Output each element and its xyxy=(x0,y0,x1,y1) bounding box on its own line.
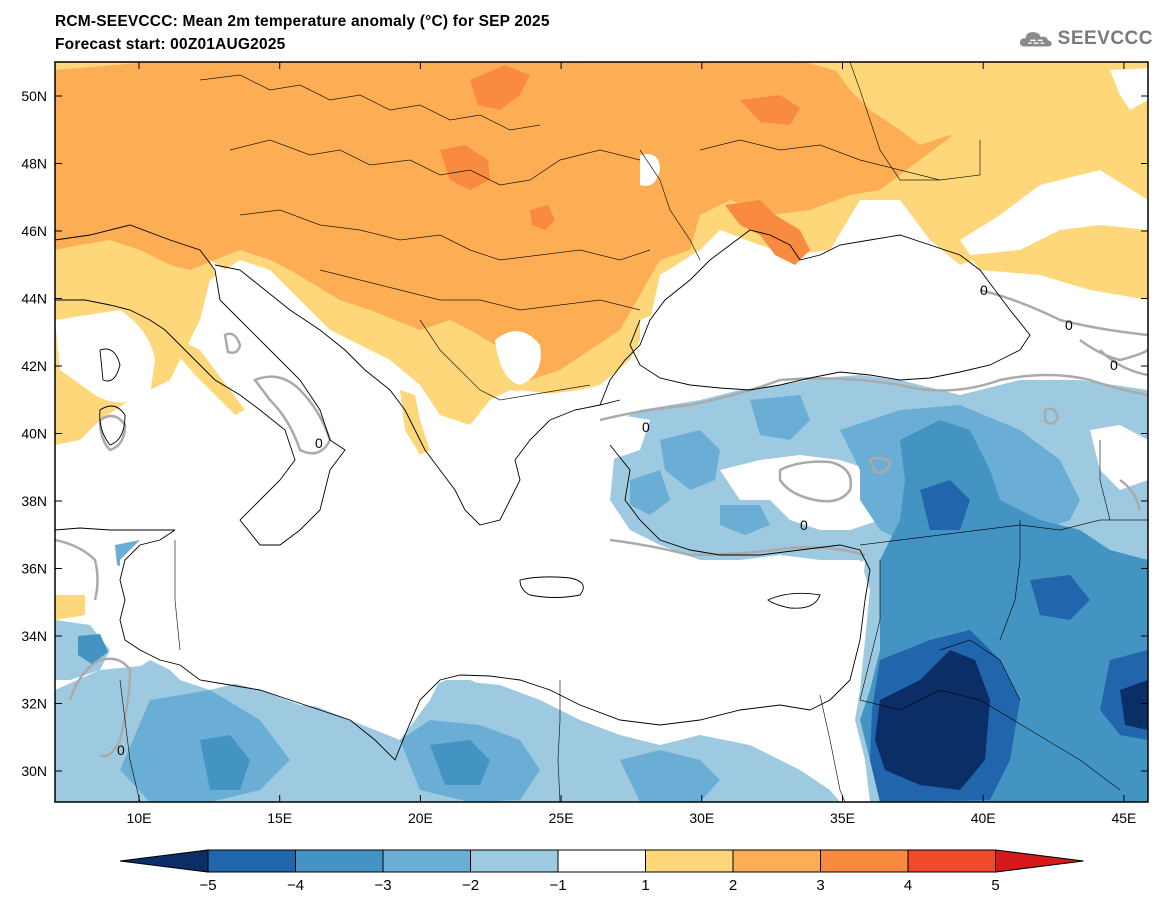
cool-anomaly-region-deep xyxy=(920,480,970,530)
colorbar-tick-label: −2 xyxy=(462,877,479,894)
contour-label: 0 xyxy=(117,742,125,758)
country-borders xyxy=(119,62,1148,802)
warm-anomaly-patch-strong xyxy=(740,95,800,125)
lat-label: 50N xyxy=(21,88,47,104)
lat-label: 34N xyxy=(21,628,47,644)
colorbar-segment xyxy=(732,849,821,873)
neutral-patch xyxy=(960,170,1148,255)
warm-anomaly-strip xyxy=(400,390,430,455)
map-plot-area: 0 0 0 0 0 0 0 xyxy=(55,62,1148,802)
lat-label: 44N xyxy=(21,291,47,307)
warm-anomaly-patch-strong xyxy=(470,65,530,110)
contour-label-group: 0 0 0 0 0 0 0 xyxy=(117,282,1118,758)
warm-anomaly-patch-strong xyxy=(440,145,490,190)
aegean-sea xyxy=(470,410,615,560)
neutral-patch xyxy=(55,310,155,403)
colorbar: −5 −4 −3 −2 −1 1 2 3 4 5 xyxy=(119,849,1084,894)
colorbar-segment xyxy=(295,849,384,873)
neutral-patch xyxy=(1110,68,1148,110)
neutral-patch xyxy=(495,331,541,385)
colorbar-segment xyxy=(907,849,996,873)
warm-anomaly-patch-strong xyxy=(725,200,810,265)
cool-anomaly-region-darkest xyxy=(1120,680,1148,730)
lon-label: 45E xyxy=(1111,810,1136,826)
colorbar-segment xyxy=(557,849,646,873)
adriatic-sea xyxy=(210,260,390,420)
black-sea xyxy=(640,245,1030,390)
contour-label: 0 xyxy=(642,419,650,435)
lon-label: 20E xyxy=(408,810,433,826)
contour-label: 0 xyxy=(800,517,808,533)
tyrrhenian-sea xyxy=(125,410,260,530)
colorbar-tick-label: 3 xyxy=(816,877,824,894)
neutral-patch xyxy=(1090,425,1148,490)
mediterranean-sea xyxy=(120,470,865,730)
colorbar-tick-label: 1 xyxy=(641,877,649,894)
forecast-start-label: Forecast start: 00Z01AUG2025 xyxy=(55,36,286,53)
lat-label: 38N xyxy=(21,493,47,509)
warm-anomaly-strip xyxy=(55,595,85,620)
seevccc-logo: SEEVCCC xyxy=(1018,22,1153,56)
warm-anomaly-region-light xyxy=(830,62,1148,300)
cool-anomaly-region-mid xyxy=(78,634,108,664)
cool-anomaly-region-mid xyxy=(620,750,720,802)
cloud-icon xyxy=(1019,32,1052,47)
colorbar-tick-label: 2 xyxy=(729,877,737,894)
warm-anomaly-strip xyxy=(178,340,245,415)
colorbar-tick-label: −4 xyxy=(287,877,304,894)
lon-label: 10E xyxy=(127,810,152,826)
lon-label: 35E xyxy=(830,810,855,826)
cool-anomaly-region-strong xyxy=(430,740,490,785)
zero-contour-lines xyxy=(55,288,1148,758)
colorbar-extend-high xyxy=(995,849,1084,873)
colorbar-segment xyxy=(645,849,734,873)
colorbar-extend-low xyxy=(119,849,209,873)
colorbar-segment xyxy=(820,849,909,873)
cool-anomaly-region-deep xyxy=(1030,575,1090,620)
colorbar-tick-label: 4 xyxy=(904,877,912,894)
lat-label: 46N xyxy=(21,223,47,239)
contour-label: 0 xyxy=(1065,317,1073,333)
colorbar-tick-label: 5 xyxy=(991,877,999,894)
lat-label: 30N xyxy=(21,763,47,779)
lon-label: 15E xyxy=(267,810,292,826)
lat-label: 32N xyxy=(21,696,47,712)
map-frame xyxy=(54,61,1149,803)
colorbar-segment xyxy=(470,849,559,873)
logo-text: SEEVCCC xyxy=(1057,28,1153,49)
lat-label: 42N xyxy=(21,358,47,374)
lat-label: 36N xyxy=(21,561,47,577)
coastlines xyxy=(55,224,1031,761)
neutral-patch xyxy=(205,275,620,490)
lat-label: 40N xyxy=(21,426,47,442)
cool-anomaly-region-mid xyxy=(750,395,810,440)
cool-anomaly-region-mid xyxy=(630,470,670,515)
cool-anomaly-region-mid xyxy=(660,430,720,490)
contour-label: 0 xyxy=(315,435,323,451)
lat-label: 48N xyxy=(21,156,47,172)
colorbar-segment xyxy=(382,849,471,873)
latitude-axis: 50N 48N 46N 44N 42N 40N 38N 36N 34N 32N 30N xyxy=(21,88,1148,779)
warm-anomaly-patch-strong xyxy=(530,205,555,230)
contour-label: 0 xyxy=(1110,357,1118,373)
colorbar-tick-label: −5 xyxy=(199,877,216,894)
chart-title: RCM-SEEVCCC: Mean 2m temperature anomaly… xyxy=(55,13,550,30)
lon-label: 40E xyxy=(971,810,996,826)
lon-label: 30E xyxy=(689,810,714,826)
lon-label: 25E xyxy=(549,810,574,826)
longitude-axis: 10E 15E 20E 25E 30E 35E 40E 45E xyxy=(127,62,1136,826)
colorbar-tick-label: −1 xyxy=(549,877,566,894)
neutral-patch xyxy=(640,154,660,186)
colorbar-tick-label: −3 xyxy=(374,877,391,894)
contour-label: 0 xyxy=(980,282,988,298)
cool-anomaly-region-strong xyxy=(200,735,250,790)
cool-anomaly-region-darkest xyxy=(875,650,990,790)
cool-anomaly-region-mid xyxy=(720,505,770,535)
colorbar-segment xyxy=(207,849,296,873)
